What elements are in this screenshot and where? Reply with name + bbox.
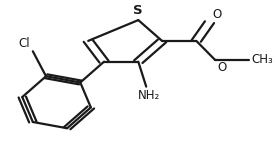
Text: NH₂: NH₂: [138, 89, 160, 102]
Text: CH₃: CH₃: [252, 53, 274, 66]
Text: O: O: [217, 61, 227, 74]
Text: O: O: [212, 8, 222, 21]
Text: S: S: [133, 4, 143, 16]
Text: Cl: Cl: [19, 37, 30, 50]
